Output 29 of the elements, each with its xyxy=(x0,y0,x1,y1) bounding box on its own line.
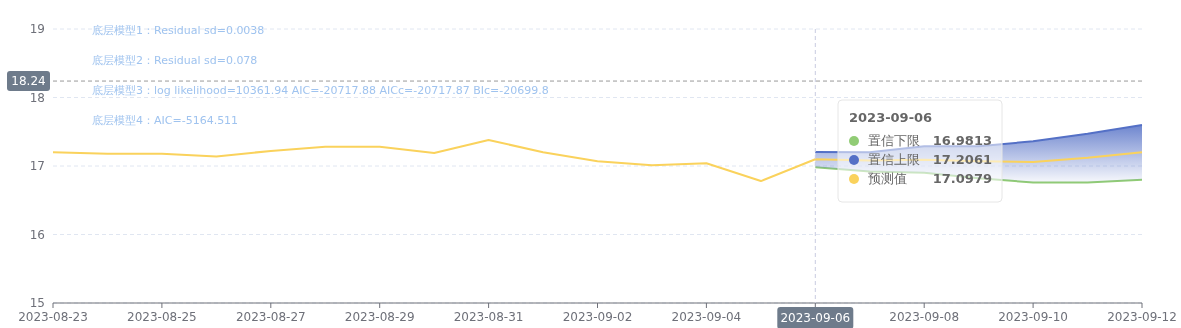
ref-line-label: 2023-09-06 xyxy=(780,311,851,325)
annotation: 16.9813 xyxy=(932,133,992,148)
x-tick-label: 2023-08-27 xyxy=(235,310,306,324)
x-tick-label: 2023-09-12 xyxy=(1107,310,1177,324)
annotation: 17.2061 xyxy=(932,152,992,167)
x-tick-label: 2023-08-31 xyxy=(453,310,524,324)
annotation: 2023-09-06 xyxy=(849,110,933,125)
annotation: 底层模型1：Residual sd=0.0038 xyxy=(92,24,265,37)
x-tick-label: 2023-08-25 xyxy=(127,310,197,324)
y-tick-label: 16 xyxy=(29,227,45,242)
line-series xyxy=(814,166,1143,184)
y-tick-label: 18 xyxy=(29,90,45,105)
legend-label: 预测值 xyxy=(868,171,907,186)
annotation: 底层模型4：AIC=-5164.511 xyxy=(92,114,239,127)
x-tick-label: 2023-09-10 xyxy=(998,310,1068,324)
y-tick-label: 19 xyxy=(29,22,45,36)
annotation: 17.0979 xyxy=(932,171,992,186)
x-tick-label: 2023-08-29 xyxy=(344,310,415,324)
x-tick-label: 2023-09-04 xyxy=(671,310,742,324)
y-tick-label: 15 xyxy=(29,296,45,310)
y-tick-label: 17 xyxy=(29,159,45,173)
ref-line-label: 18.24 xyxy=(11,74,46,89)
legend-label: 置信下限 xyxy=(868,133,920,148)
annotation: 底层模型2：Residual sd=0.078 xyxy=(92,54,258,67)
x-tick-label: 2023-09-08 xyxy=(889,310,960,324)
x-tick-label: 2023-09-02 xyxy=(562,310,633,324)
x-tick-label: 2023-08-23 xyxy=(18,310,88,324)
annotation: 底层模型3：log likelihood=10361.94 AIC=-20717.88 AICc=-20717.87 BIc=-20699.8 xyxy=(92,84,549,97)
legend-label: 置信上限 xyxy=(868,152,920,167)
